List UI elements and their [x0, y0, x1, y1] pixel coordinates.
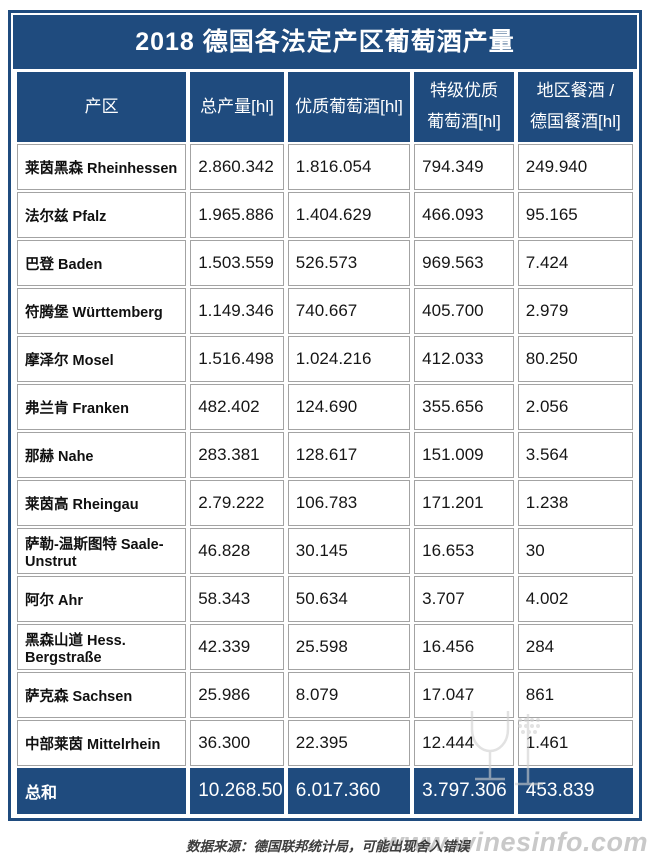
value-cell: 2.979 [517, 288, 633, 334]
value-cell: 1.516.498 [190, 336, 284, 382]
region-cell: 萨克森 Sachsen [17, 672, 187, 718]
value-cell: 1.503.559 [190, 240, 284, 286]
value-cell: 58.343 [190, 576, 284, 622]
value-cell: 283.381 [190, 432, 284, 478]
table-row: 弗兰肯 Franken 482.402 124.690 355.656 2.056 [17, 384, 633, 430]
value-cell: 50.634 [287, 576, 411, 622]
value-cell: 1.024.216 [287, 336, 411, 382]
table-row: 阿尔 Ahr 58.343 50.634 3.707 4.002 [17, 576, 633, 622]
region-cell: 莱茵黑森 Rheinhessen [17, 144, 187, 190]
header-row: 产区 总产量[hl] 优质葡萄酒[hl] 特级优质 葡萄酒[hl] 地区餐酒 / 德国餐… [17, 72, 633, 142]
value-cell: 80.250 [517, 336, 633, 382]
value-cell: 2.056 [517, 384, 633, 430]
value-cell: 30 [517, 528, 633, 574]
region-cell: 莱茵高 Rheingau [17, 480, 187, 526]
value-cell: 969.563 [414, 240, 514, 286]
value-cell: 128.617 [287, 432, 411, 478]
value-cell: 466.093 [414, 192, 514, 238]
value-cell: 8.079 [287, 672, 411, 718]
value-cell: 1.149.346 [190, 288, 284, 334]
value-cell: 22.395 [287, 720, 411, 766]
region-cell: 萨勒-温斯图特 Saale-Unstrut [17, 528, 187, 574]
value-cell: 861 [517, 672, 633, 718]
value-cell: 12.444 [414, 720, 514, 766]
value-cell: 412.033 [414, 336, 514, 382]
column-header: 产区 [17, 72, 187, 142]
value-cell: 7.424 [517, 240, 633, 286]
value-cell: 3.564 [517, 432, 633, 478]
value-cell: 355.656 [414, 384, 514, 430]
table-row: 符腾堡 Württemberg 1.149.346 740.667 405.700 2.… [17, 288, 633, 334]
total-label-cell: 总和 [17, 768, 187, 814]
value-cell: 42.339 [190, 624, 284, 670]
table-row: 黑森山道 Hess. Bergstraße 42.339 25.598 16.456 2… [17, 624, 633, 670]
value-cell: 2.860.342 [190, 144, 284, 190]
column-header: 地区餐酒 / 德国餐酒[hl] [517, 72, 633, 142]
table-body: 莱茵黑森 Rheinhessen 2.860.342 1.816.054 794.34… [17, 144, 633, 766]
value-cell: 1.816.054 [287, 144, 411, 190]
region-cell: 符腾堡 Württemberg [17, 288, 187, 334]
table-row: 莱茵高 Rheingau 2.79.222 106.783 171.201 1.238 [17, 480, 633, 526]
wine-production-table-board: 2018 德国各法定产区葡萄酒产量 产区 总产量[hl] 优质葡萄酒[hl] 特级优质… [8, 10, 642, 821]
region-cell: 巴登 Baden [17, 240, 187, 286]
value-cell: 17.047 [414, 672, 514, 718]
total-value-cell: 3.797.306 [414, 768, 514, 814]
value-cell: 46.828 [190, 528, 284, 574]
value-cell: 30.145 [287, 528, 411, 574]
total-value-cell: 6.017.360 [287, 768, 411, 814]
value-cell: 16.456 [414, 624, 514, 670]
table-row: 萨克森 Sachsen 25.986 8.079 17.047 861 [17, 672, 633, 718]
region-cell: 中部莱茵 Mittelrhein [17, 720, 187, 766]
table-row: 巴登 Baden 1.503.559 526.573 969.563 7.424 [17, 240, 633, 286]
column-header: 优质葡萄酒[hl] [287, 72, 411, 142]
value-cell: 1.965.886 [190, 192, 284, 238]
total-value-cell: 453.839 [517, 768, 633, 814]
value-cell: 1.461 [517, 720, 633, 766]
value-cell: 36.300 [190, 720, 284, 766]
value-cell: 482.402 [190, 384, 284, 430]
value-cell: 794.349 [414, 144, 514, 190]
value-cell: 171.201 [414, 480, 514, 526]
value-cell: 124.690 [287, 384, 411, 430]
value-cell: 4.002 [517, 576, 633, 622]
region-cell: 弗兰肯 Franken [17, 384, 187, 430]
value-cell: 3.707 [414, 576, 514, 622]
production-table: 产区 总产量[hl] 优质葡萄酒[hl] 特级优质 葡萄酒[hl] 地区餐酒 / 德国餐… [13, 70, 637, 816]
table-row: 萨勒-温斯图特 Saale-Unstrut 46.828 30.145 16.653 3… [17, 528, 633, 574]
value-cell: 95.165 [517, 192, 633, 238]
footer: www.winesinfo.com 数据来源：德国联邦统计局，可能出现舍入错误 [8, 825, 648, 867]
value-cell: 25.986 [190, 672, 284, 718]
value-cell: 2.79.222 [190, 480, 284, 526]
value-cell: 526.573 [287, 240, 411, 286]
value-cell: 405.700 [414, 288, 514, 334]
value-cell: 249.940 [517, 144, 633, 190]
region-cell: 阿尔 Ahr [17, 576, 187, 622]
table-row: 法尔兹 Pfalz 1.965.886 1.404.629 466.093 95.165 [17, 192, 633, 238]
table-row: 摩泽尔 Mosel 1.516.498 1.024.216 412.033 80.250 [17, 336, 633, 382]
value-cell: 151.009 [414, 432, 514, 478]
region-cell: 法尔兹 Pfalz [17, 192, 187, 238]
region-cell: 摩泽尔 Mosel [17, 336, 187, 382]
table-row: 中部莱茵 Mittelrhein 36.300 22.395 12.444 1.461 [17, 720, 633, 766]
total-value-cell: 10.268.505 [190, 768, 284, 814]
column-header: 总产量[hl] [190, 72, 284, 142]
value-cell: 740.667 [287, 288, 411, 334]
value-cell: 106.783 [287, 480, 411, 526]
value-cell: 284 [517, 624, 633, 670]
table-row: 莱茵黑森 Rheinhessen 2.860.342 1.816.054 794.34… [17, 144, 633, 190]
value-cell: 25.598 [287, 624, 411, 670]
data-source-note: 数据来源：德国联邦统计局，可能出现舍入错误 [186, 839, 470, 854]
value-cell: 1.238 [517, 480, 633, 526]
table-row: 那赫 Nahe 283.381 128.617 151.009 3.564 [17, 432, 633, 478]
column-header: 特级优质 葡萄酒[hl] [414, 72, 514, 142]
region-cell: 黑森山道 Hess. Bergstraße [17, 624, 187, 670]
region-cell: 那赫 Nahe [17, 432, 187, 478]
total-row: 总和 10.268.505 6.017.360 3.797.306 453.839 [17, 768, 633, 814]
value-cell: 16.653 [414, 528, 514, 574]
page-title: 2018 德国各法定产区葡萄酒产量 [13, 15, 637, 69]
value-cell: 1.404.629 [287, 192, 411, 238]
